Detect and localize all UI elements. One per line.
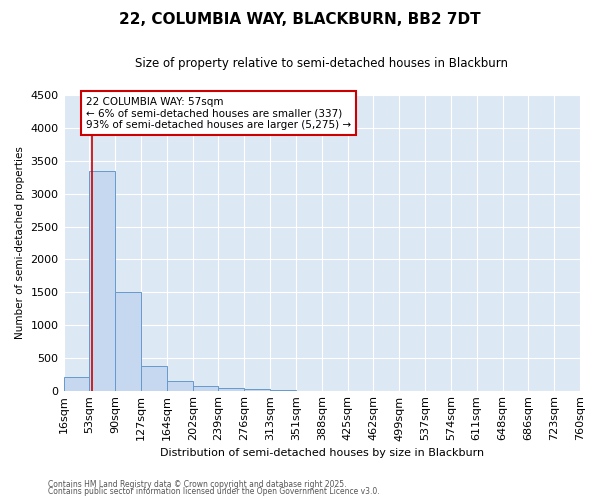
Bar <box>141 366 167 390</box>
Text: Contains HM Land Registry data © Crown copyright and database right 2025.: Contains HM Land Registry data © Crown c… <box>48 480 347 489</box>
Bar <box>218 388 244 390</box>
Text: 22, COLUMBIA WAY, BLACKBURN, BB2 7DT: 22, COLUMBIA WAY, BLACKBURN, BB2 7DT <box>119 12 481 28</box>
Y-axis label: Number of semi-detached properties: Number of semi-detached properties <box>15 146 25 340</box>
Bar <box>167 380 193 390</box>
Title: Size of property relative to semi-detached houses in Blackburn: Size of property relative to semi-detach… <box>135 58 508 70</box>
Text: 22 COLUMBIA WAY: 57sqm
← 6% of semi-detached houses are smaller (337)
93% of sem: 22 COLUMBIA WAY: 57sqm ← 6% of semi-deta… <box>86 96 351 130</box>
Bar <box>193 386 218 390</box>
Bar <box>115 292 141 390</box>
Text: Contains public sector information licensed under the Open Government Licence v3: Contains public sector information licen… <box>48 487 380 496</box>
X-axis label: Distribution of semi-detached houses by size in Blackburn: Distribution of semi-detached houses by … <box>160 448 484 458</box>
Bar <box>89 170 115 390</box>
Bar <box>64 378 89 390</box>
